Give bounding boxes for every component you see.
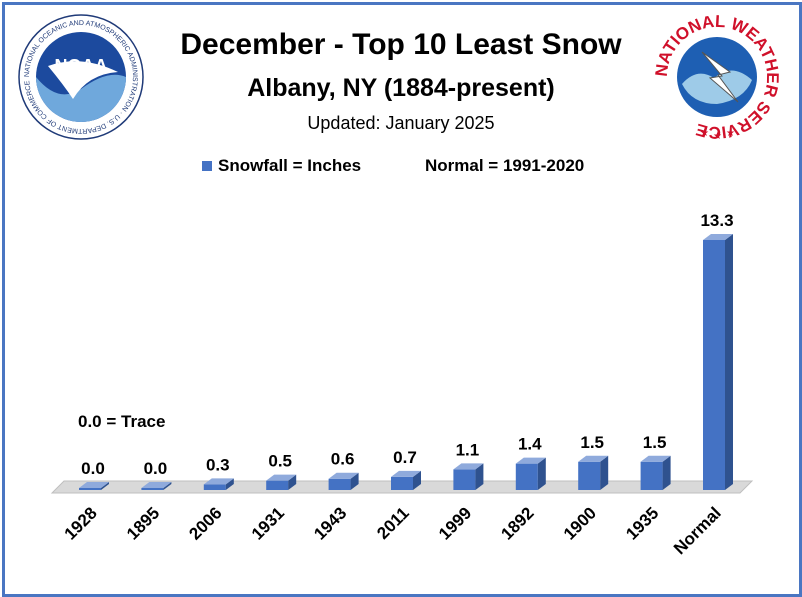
x-tick-label: Normal <box>670 503 725 558</box>
bar-side <box>413 470 421 490</box>
data-label: 1.5 <box>643 433 667 452</box>
data-label: 1.4 <box>518 435 542 454</box>
bar-2006 <box>203 478 234 490</box>
bar-Normal <box>703 234 733 490</box>
data-label: 0.0 <box>144 459 168 478</box>
bar-top <box>203 478 234 485</box>
bar-side <box>475 463 484 490</box>
bar-side <box>725 234 733 490</box>
bar-top <box>703 234 733 240</box>
bar-top <box>391 470 421 477</box>
bar-front <box>266 480 289 490</box>
bar-top <box>453 463 484 470</box>
x-tick-label: 1999 <box>435 503 475 543</box>
bar-1895 <box>141 482 172 490</box>
bar-1943 <box>328 472 359 490</box>
noaa-logo-text: NOAA <box>55 56 108 76</box>
bar-top <box>141 482 172 488</box>
trace-note: 0.0 = Trace <box>78 412 166 431</box>
noaa-logo: NATIONAL OCEANIC AND ATMOSPHERIC ADMINIS… <box>18 14 144 140</box>
bar-1928 <box>79 482 109 490</box>
bar-top <box>515 457 546 464</box>
bar-1931 <box>266 474 297 490</box>
bar-front <box>703 240 725 490</box>
legend-series-label: Snowfall = Inches <box>218 156 362 175</box>
data-label: 1.1 <box>456 440 480 459</box>
chart-title: December - Top 10 Least Snow <box>180 28 622 61</box>
bar-front <box>391 476 413 490</box>
nws-stars: ★ ★ ★ <box>700 128 735 142</box>
bar-front <box>203 484 226 490</box>
x-tick-label: 1935 <box>622 503 662 543</box>
x-tick-label: 1895 <box>123 503 163 543</box>
bar-side <box>225 478 234 490</box>
bar-front <box>328 478 351 490</box>
bar-1935 <box>640 455 671 490</box>
chart-subtitle: Albany, NY (1884-present) <box>247 74 555 102</box>
x-tick-label: 1943 <box>310 503 350 543</box>
bar-2011 <box>391 470 421 490</box>
bar-front <box>515 463 538 490</box>
bar-1892 <box>515 457 546 490</box>
x-tick-label: 1892 <box>497 503 537 543</box>
updated-text: Updated: January 2025 <box>307 113 495 133</box>
svg-text:★: ★ <box>713 131 722 142</box>
data-label: 0.5 <box>268 452 292 471</box>
data-label: 1.5 <box>580 433 604 452</box>
bar-side <box>350 472 359 490</box>
data-label: 0.7 <box>393 448 417 467</box>
bar-front <box>79 488 101 490</box>
svg-text:★: ★ <box>726 128 735 139</box>
bar-top <box>328 472 359 479</box>
bar-side <box>537 457 546 490</box>
bar-top <box>266 474 297 481</box>
bar-side <box>101 482 109 490</box>
data-label: 0.6 <box>331 450 355 469</box>
svg-text:★: ★ <box>700 128 709 139</box>
bar-top <box>79 482 109 488</box>
data-label: 13.3 <box>700 211 733 230</box>
data-label: 0.0 <box>81 459 105 478</box>
x-tick-label: 1900 <box>560 503 600 543</box>
bar-front <box>453 469 476 490</box>
bar-top <box>578 455 609 462</box>
legend: Snowfall = Inches <box>202 156 361 176</box>
bar-side <box>600 455 609 490</box>
x-tick-label: 2006 <box>185 503 225 543</box>
data-label: 0.3 <box>206 455 230 474</box>
bar-side <box>163 482 172 490</box>
bar-side <box>662 455 671 490</box>
bar-1999 <box>453 463 484 490</box>
bar-1900 <box>578 455 609 490</box>
x-tick-label: 1928 <box>61 503 101 543</box>
bar-front <box>640 461 663 490</box>
x-tick-label: 2011 <box>373 503 413 543</box>
legend-normal-label: Normal = 1991-2020 <box>425 156 585 175</box>
x-tick-label: 1931 <box>248 503 288 543</box>
bar-front <box>578 461 601 490</box>
nws-logo: NATIONAL WEATHER SERVICE ★ ★ ★ <box>652 12 782 142</box>
bar-top <box>640 455 671 462</box>
bar-side <box>288 474 297 490</box>
legend-swatch <box>202 161 212 171</box>
bar-front <box>141 488 164 490</box>
